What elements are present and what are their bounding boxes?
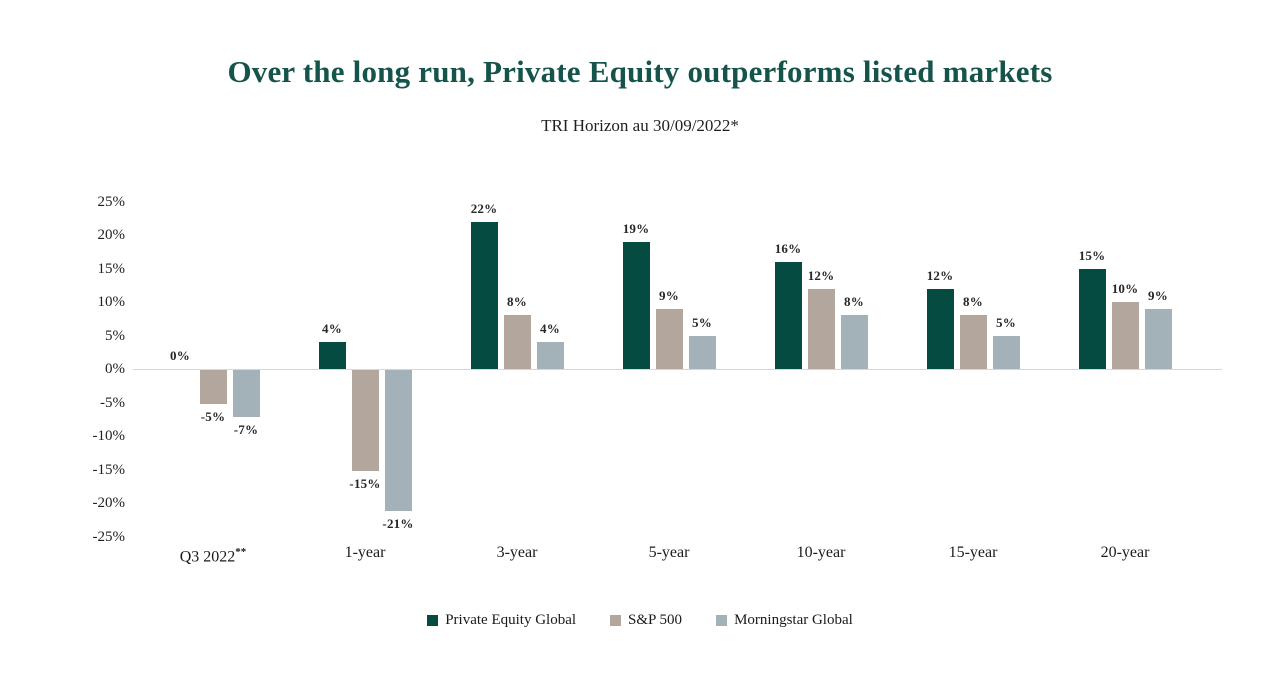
legend-swatch-icon bbox=[716, 615, 728, 626]
y-axis-tick-label: -5% bbox=[100, 394, 125, 411]
bar-morningstar-global bbox=[384, 370, 412, 511]
bar-morningstar-global bbox=[688, 335, 716, 369]
bar-value-label: -5% bbox=[200, 408, 226, 424]
bar-s-p-500 bbox=[1111, 302, 1139, 369]
x-axis-category-label: 1-year bbox=[344, 544, 386, 561]
chart-legend: Private Equity Global S&P 500 Morningstar … bbox=[0, 612, 1280, 629]
bar-value-label: 4% bbox=[322, 321, 342, 337]
bar-value-label: 15% bbox=[1078, 247, 1106, 263]
legend-label: Morningstar Global bbox=[734, 612, 853, 628]
bar-private-equity-global bbox=[318, 342, 346, 369]
y-axis-tick-label: -15% bbox=[92, 461, 126, 478]
bar-value-label: 5% bbox=[692, 314, 712, 330]
y-axis-tick-label: -25% bbox=[92, 528, 126, 545]
chart-title: Over the long run, Private Equity outper… bbox=[227, 54, 1053, 89]
category-footnote-marker: ** bbox=[235, 546, 247, 558]
category-text: Q3 2022 bbox=[179, 548, 236, 566]
zero-axis-line bbox=[133, 369, 1222, 370]
bar-value-label: 12% bbox=[926, 267, 954, 283]
y-axis-tick-label: 25% bbox=[97, 193, 126, 210]
bar-value-label: 5% bbox=[996, 314, 1016, 330]
legend-swatch-icon bbox=[610, 615, 622, 626]
legend-label: S&P 500 bbox=[628, 612, 683, 628]
bar-private-equity-global bbox=[622, 241, 650, 369]
bar-value-label: -7% bbox=[233, 421, 259, 437]
bar-s-p-500 bbox=[503, 315, 531, 369]
y-axis-tick-label: 20% bbox=[97, 227, 126, 243]
bar-value-label: 16% bbox=[774, 240, 802, 256]
bar-s-p-500 bbox=[807, 288, 835, 369]
bar-value-label: 0% bbox=[170, 348, 190, 363]
y-axis-tick-label: 0% bbox=[105, 361, 125, 377]
bar-value-label: 19% bbox=[622, 220, 650, 236]
y-axis-tick-label: 5% bbox=[105, 327, 125, 344]
bar-value-label: 9% bbox=[659, 287, 679, 303]
bar-morningstar-global bbox=[1144, 308, 1172, 369]
y-axis-tick-label: -20% bbox=[92, 495, 126, 511]
bar-value-label: 8% bbox=[507, 294, 527, 310]
bar-s-p-500 bbox=[351, 370, 379, 471]
bar-morningstar-global bbox=[840, 315, 868, 369]
bar-private-equity-global bbox=[774, 261, 802, 369]
bar-s-p-500 bbox=[199, 370, 227, 404]
legend-item-s-p-500: S&P 500 bbox=[610, 612, 682, 629]
x-axis-category-label: 20-year bbox=[1100, 544, 1150, 561]
bar-morningstar-global bbox=[992, 335, 1020, 369]
bar-morningstar-global bbox=[536, 342, 564, 369]
bar-value-label: 8% bbox=[844, 294, 864, 310]
bar-private-equity-global bbox=[470, 221, 498, 369]
bar-value-label: -21% bbox=[382, 515, 414, 531]
legend-item-private-equity-global: Private Equity Global bbox=[427, 612, 576, 629]
chart-subtitle: TRI Horizon au 30/09/2022* bbox=[541, 116, 739, 135]
bar-value-label: -15% bbox=[349, 475, 381, 491]
legend-swatch-icon bbox=[427, 615, 439, 626]
bar-private-equity-global bbox=[926, 288, 954, 369]
bar-value-label: 10% bbox=[1111, 281, 1139, 296]
x-axis-category-label: 15-year bbox=[948, 544, 998, 561]
bar-value-label: 22% bbox=[470, 200, 498, 216]
bar-value-label: 8% bbox=[963, 294, 983, 310]
x-axis-category-label: 10-year bbox=[796, 544, 846, 561]
x-axis-category-label: Q3 2022** bbox=[138, 543, 288, 566]
bar-s-p-500 bbox=[959, 315, 987, 369]
y-axis-tick-label: 10% bbox=[97, 294, 126, 310]
y-axis-tick-label: 15% bbox=[97, 260, 126, 277]
x-axis-category-label: 5-year bbox=[648, 544, 690, 561]
bar-s-p-500 bbox=[655, 308, 683, 369]
bar-private-equity-global bbox=[1078, 268, 1106, 369]
x-axis-category-label: 3-year bbox=[496, 544, 538, 561]
bar-value-label: 4% bbox=[540, 321, 560, 337]
bar-value-label: 9% bbox=[1148, 287, 1168, 303]
y-axis-tick-label: -10% bbox=[92, 428, 126, 444]
legend-item-morningstar-global: Morningstar Global bbox=[716, 612, 853, 629]
bar-morningstar-global bbox=[232, 370, 260, 417]
legend-label: Private Equity Global bbox=[445, 612, 577, 628]
bar-value-label: 12% bbox=[807, 267, 835, 283]
